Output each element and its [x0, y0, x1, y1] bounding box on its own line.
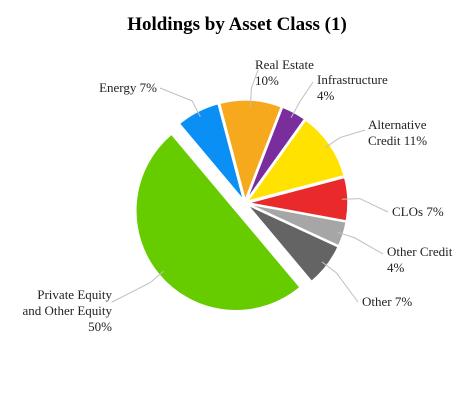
leader-line	[290, 81, 314, 118]
slice-label: Other 7%	[362, 294, 412, 310]
category-label: Real Estate	[255, 57, 314, 72]
chart-title: Holdings by Asset Class (1)	[127, 14, 347, 35]
category-label: Other Credit	[387, 244, 453, 259]
value-label: 10%	[255, 73, 279, 88]
leader-line	[111, 270, 165, 303]
category-label: Alternative Credit	[368, 117, 427, 148]
value-label: 11%	[403, 133, 428, 148]
category-label: CLOs	[392, 204, 424, 219]
category-label: Other	[362, 294, 392, 309]
value-label: 4%	[317, 88, 335, 103]
leader-line	[324, 129, 366, 149]
category-label: Private Equity and Other Equity	[22, 287, 112, 318]
slice-label: Infrastructure 4%	[317, 72, 407, 104]
slice-label: Other Credit 4%	[387, 244, 467, 276]
value-label: 4%	[387, 260, 405, 275]
leader-line	[321, 261, 359, 303]
leader-line	[249, 69, 259, 107]
slice-label: Energy 7%	[99, 80, 157, 96]
value-label: 7%	[139, 80, 157, 95]
slice-label: Private Equity and Other Equity 50%	[20, 287, 112, 335]
value-label: 7%	[426, 204, 444, 219]
category-label: Energy	[99, 80, 137, 95]
value-label: 7%	[394, 294, 413, 309]
leader-line	[337, 231, 384, 255]
category-label: Infrastructure	[317, 72, 388, 87]
leader-line	[341, 198, 389, 213]
leader-line	[159, 87, 201, 118]
slice-label: CLOs 7%	[392, 204, 444, 220]
value-label: 50%	[88, 319, 112, 334]
slice-label: Alternative Credit 11%	[368, 117, 448, 149]
slice-label: Real Estate 10%	[255, 57, 325, 89]
